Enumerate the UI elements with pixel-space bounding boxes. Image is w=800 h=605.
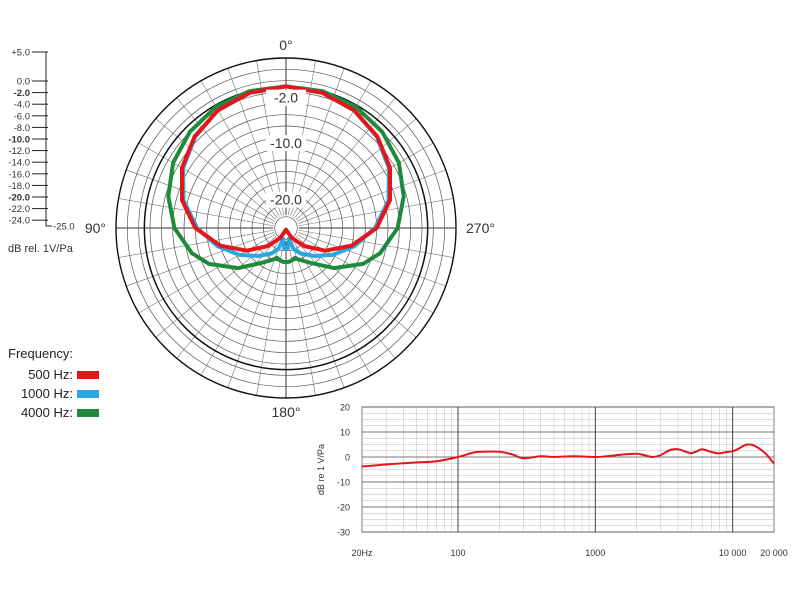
polar-spoke	[287, 240, 316, 396]
polar-series	[166, 84, 406, 271]
polar-ring-outer	[115, 57, 457, 399]
polar-spoke	[298, 198, 454, 227]
scale-tick-label: -14.0	[8, 158, 30, 169]
polar-spoke	[298, 229, 454, 258]
polar-spoke	[295, 118, 417, 220]
level-scale-axis: +5.00.0-2.0-4.0-6.0-8.0-10.0-12.0-14.0-1…	[8, 48, 75, 256]
polar-labels: -2.0 -10.0 -20.0 0° 90° 180° 270°	[85, 37, 495, 420]
polar-spoke	[126, 169, 274, 224]
legend-item-1000hz: 1000 Hz:	[8, 384, 99, 403]
frequency-series	[361, 443, 775, 468]
legend-swatch	[77, 389, 99, 398]
scale-tick-label: 0.0	[17, 77, 30, 88]
polar-ring	[126, 68, 446, 388]
angle-label: 180°	[272, 404, 301, 420]
freq-response-line	[361, 443, 775, 468]
polar-spoke	[227, 68, 282, 216]
polar-spoke	[256, 240, 285, 396]
polar-ring	[240, 182, 332, 274]
ring-label-bg	[266, 135, 306, 151]
scale-tick-label: -24.0	[8, 216, 30, 227]
polar-ring	[183, 125, 389, 331]
polar-spoke	[295, 236, 417, 338]
polar-spoke	[227, 240, 282, 388]
polar-spoke	[138, 234, 275, 314]
freq-x-tick-label: 100	[450, 548, 465, 558]
angle-label: 90°	[85, 220, 106, 236]
polar-spoke	[294, 97, 396, 219]
scale-tick-label: -10.0	[8, 135, 30, 146]
scale-tick-label: -16.0	[8, 169, 30, 180]
freq-x-tick-label: 20 000	[760, 548, 788, 558]
polar-spoke	[155, 118, 277, 220]
polar-spoke	[155, 236, 277, 338]
polar-spoke	[176, 97, 278, 219]
ring-label-bg	[266, 191, 306, 208]
freq-y-tick-label: 10	[340, 428, 350, 438]
angle-label: 270°	[466, 220, 495, 236]
freq-y-tick-label: -30	[337, 528, 350, 538]
scale-tick-label: -18.0	[8, 181, 30, 192]
legend-swatch	[77, 370, 99, 379]
legend-title: Frequency:	[8, 346, 74, 361]
polar-spoke	[118, 198, 274, 227]
polar-ring	[274, 216, 298, 240]
polar-spoke	[294, 237, 396, 359]
freq-y-tick-label: 0	[345, 453, 350, 463]
scale-tick-label: -25.0	[53, 222, 75, 233]
freq-y-tick-label: 20	[340, 403, 350, 413]
ring-label: -20.0	[270, 192, 302, 208]
freq-y-tick-label: -10	[337, 478, 350, 488]
polar-spoke	[138, 142, 275, 222]
legend-label: 4000 Hz:	[20, 405, 73, 420]
scale-tick-label: -2.0	[14, 88, 30, 99]
ring-label: -10.0	[270, 135, 302, 151]
polar-ring	[228, 170, 344, 286]
ring-label: -2.0	[274, 90, 298, 106]
polar-ring	[217, 159, 355, 297]
scale-tick-label: -20.0	[8, 193, 30, 204]
polar-spoke	[297, 234, 434, 314]
scale-tick-label: +5.0	[11, 48, 30, 59]
polar-spoke	[298, 169, 446, 224]
freq-x-tick-label: 10 000	[719, 548, 747, 558]
polar-spoke	[118, 229, 274, 258]
scale-unit-label: dB rel. 1V/Pa	[8, 243, 74, 255]
polar-spoke	[297, 142, 434, 222]
freq-y-tick-label: -20	[337, 503, 350, 513]
scale-tick-label: -6.0	[14, 111, 30, 122]
angle-label: 0°	[279, 37, 292, 53]
legend-label: 500 Hz:	[28, 367, 73, 382]
legend-item-4000hz: 4000 Hz:	[8, 403, 99, 422]
legend-item-500hz: 500 Hz:	[8, 365, 99, 384]
polar-spoke	[290, 68, 345, 216]
polar-spoke	[290, 240, 345, 388]
scale-tick-label: -4.0	[14, 100, 30, 111]
legend-swatch	[77, 408, 99, 417]
freq-x-tick-label: 20Hz	[351, 548, 373, 558]
freq-y-axis-label: dB re 1 V/Pa	[316, 444, 326, 495]
polar-ring	[138, 80, 434, 376]
frequency-grid	[361, 406, 775, 533]
legend-label: 1000 Hz:	[20, 386, 73, 401]
legend: Frequency: 500 Hz: 1000 Hz: 4000 Hz:	[8, 346, 99, 422]
polar-series-line	[166, 84, 406, 271]
ring-label-bg	[266, 89, 306, 106]
polar-spoke	[176, 237, 278, 359]
scale-tick-label: -8.0	[14, 123, 30, 134]
freq-x-tick-label: 1000	[585, 548, 605, 558]
polar-series-line	[180, 84, 392, 253]
scale-tick-label: -22.0	[8, 204, 30, 215]
scale-tick-label: -12.0	[8, 146, 30, 157]
